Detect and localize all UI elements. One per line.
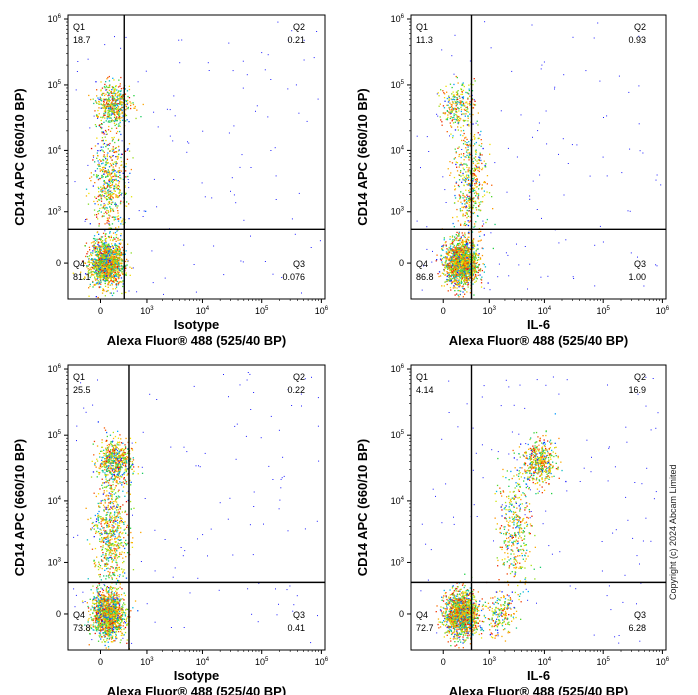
y-tick-label: 103 (48, 557, 62, 567)
quadrant-q1-name: Q1 (416, 22, 428, 32)
quadrant-q2-name: Q2 (293, 372, 305, 382)
x-tick-label: 105 (255, 306, 269, 316)
quadrant-q4-name: Q4 (73, 610, 85, 620)
quadrant-q1-value: 25.5 (73, 385, 91, 395)
y-tick-label: 105 (391, 80, 405, 90)
y-axis-label: CD14 APC (660/10 BP) (12, 88, 27, 226)
y-tick-label: 104 (48, 496, 62, 506)
quadrant-q4-value: 86.8 (416, 272, 434, 282)
x-tick-label: 105 (597, 306, 611, 316)
y-tick-label: 106 (48, 364, 62, 374)
x-tick-label: 104 (538, 657, 552, 667)
quadrant-q2-value: 0.21 (287, 35, 305, 45)
quadrant-q4-value: 81.1 (73, 272, 91, 282)
quadrant-q1-name: Q1 (73, 372, 85, 382)
x-axis-sample-label: IL-6 (527, 668, 550, 683)
x-axis-label: Alexa Fluor® 488 (525/40 BP) (107, 333, 286, 348)
quadrant-q3-value: 6.28 (628, 623, 646, 633)
x-tick-label: 103 (483, 306, 497, 316)
quadrant-q3-name: Q3 (634, 259, 646, 269)
quadrant-q4-value: 72.7 (416, 623, 434, 633)
plot-frame (410, 14, 667, 300)
quadrant-q2-value: 0.93 (628, 35, 646, 45)
x-tick-label: 104 (196, 306, 210, 316)
plot-panel-2: Q1 11.3 Q2 0.93 Q3 1.00 Q4 86.8 0 0 103 103 104 104 10… (355, 14, 670, 348)
quadrant-q4-name: Q4 (416, 610, 428, 620)
event-dots (416, 21, 662, 298)
quadrant-q1-value: 11.3 (416, 35, 433, 45)
x-tick-label: 106 (315, 306, 329, 316)
x-axis-label: Alexa Fluor® 488 (525/40 BP) (107, 684, 286, 695)
x-tick-label: 105 (255, 657, 269, 667)
quadrant-q1-value: 4.14 (416, 385, 434, 395)
x-tick-label: 103 (140, 306, 154, 316)
y-tick-label: 104 (48, 145, 62, 155)
quadrant-q3-name: Q3 (293, 259, 305, 269)
y-tick-label: 0 (56, 609, 61, 619)
plot-panel-3: Q1 25.5 Q2 0.22 Q3 0.41 Q4 73.8 0 0 103 103 104 104 10… (12, 364, 329, 695)
y-tick-label: 103 (48, 207, 62, 217)
quadrant-q2-name: Q2 (293, 22, 305, 32)
quadrant-q2-value: 16.9 (628, 385, 646, 395)
y-axis-label: CD14 APC (660/10 BP) (355, 88, 370, 226)
y-tick-label: 0 (399, 609, 404, 619)
x-axis-sample-label: Isotype (174, 668, 220, 683)
quadrant-q3-value: 0.076 (282, 272, 305, 282)
event-dots (420, 376, 659, 649)
quadrant-q1-name: Q1 (416, 372, 428, 382)
quadrant-q1-name: Q1 (73, 22, 85, 32)
x-tick-label: 106 (656, 657, 670, 667)
x-tick-label: 105 (597, 657, 611, 667)
x-axis-sample-label: Isotype (174, 317, 220, 332)
y-tick-label: 105 (48, 430, 62, 440)
quadrant-q3-value: 0.41 (287, 623, 305, 633)
plot-frame (410, 364, 667, 651)
x-axis-label: Alexa Fluor® 488 (525/40 BP) (449, 684, 628, 695)
y-tick-label: 105 (391, 430, 405, 440)
plot-panel-4: Q1 4.14 Q2 16.9 Q3 6.28 Q4 72.7 0 0 103 103 104 104 10… (355, 364, 670, 695)
x-axis-label: Alexa Fluor® 488 (525/40 BP) (449, 333, 628, 348)
x-tick-label: 104 (196, 657, 210, 667)
plot-panel-1: Q1 18.7 Q2 0.21 Q3 0.076 Q4 81.1 0 0 103 103 104 104 1… (12, 14, 329, 348)
y-axis-label: CD14 APC (660/10 BP) (12, 439, 27, 577)
quadrant-q2-value: 0.22 (287, 385, 305, 395)
quadrant-q2-name: Q2 (634, 372, 646, 382)
quadrant-q3-value: 1.00 (628, 272, 646, 282)
x-tick-label: 0 (441, 306, 446, 316)
x-tick-label: 106 (315, 657, 329, 667)
x-tick-label: 0 (98, 657, 103, 667)
quadrant-q4-value: 73.8 (73, 623, 91, 633)
y-tick-label: 0 (399, 258, 404, 268)
y-tick-label: 106 (391, 364, 405, 374)
quadrant-q4-name: Q4 (73, 259, 85, 269)
y-tick-label: 103 (391, 557, 405, 567)
y-tick-label: 103 (391, 207, 405, 217)
y-tick-label: 105 (48, 80, 62, 90)
quadrant-q3-name: Q3 (634, 610, 646, 620)
y-tick-label: 104 (391, 145, 405, 155)
quadrant-q3-name: Q3 (293, 610, 305, 620)
x-axis-sample-label: IL-6 (527, 317, 550, 332)
y-tick-label: 106 (48, 14, 62, 24)
x-tick-label: 0 (98, 306, 103, 316)
x-tick-label: 103 (483, 657, 497, 667)
x-tick-label: 106 (656, 306, 670, 316)
x-tick-label: 0 (441, 657, 446, 667)
x-tick-label: 103 (140, 657, 154, 667)
copyright-notice: Copyright (c) 2024 Abcam Limited (668, 464, 678, 600)
quadrant-q4-name: Q4 (416, 259, 428, 269)
y-tick-label: 106 (391, 14, 405, 24)
y-tick-label: 104 (391, 496, 405, 506)
quadrant-q2-name: Q2 (634, 22, 646, 32)
quadrant-q1-value: 18.7 (73, 35, 91, 45)
event-dots (72, 21, 321, 299)
y-axis-label: CD14 APC (660/10 BP) (355, 439, 370, 577)
y-tick-label: 0 (56, 258, 61, 268)
x-tick-label: 104 (538, 306, 552, 316)
